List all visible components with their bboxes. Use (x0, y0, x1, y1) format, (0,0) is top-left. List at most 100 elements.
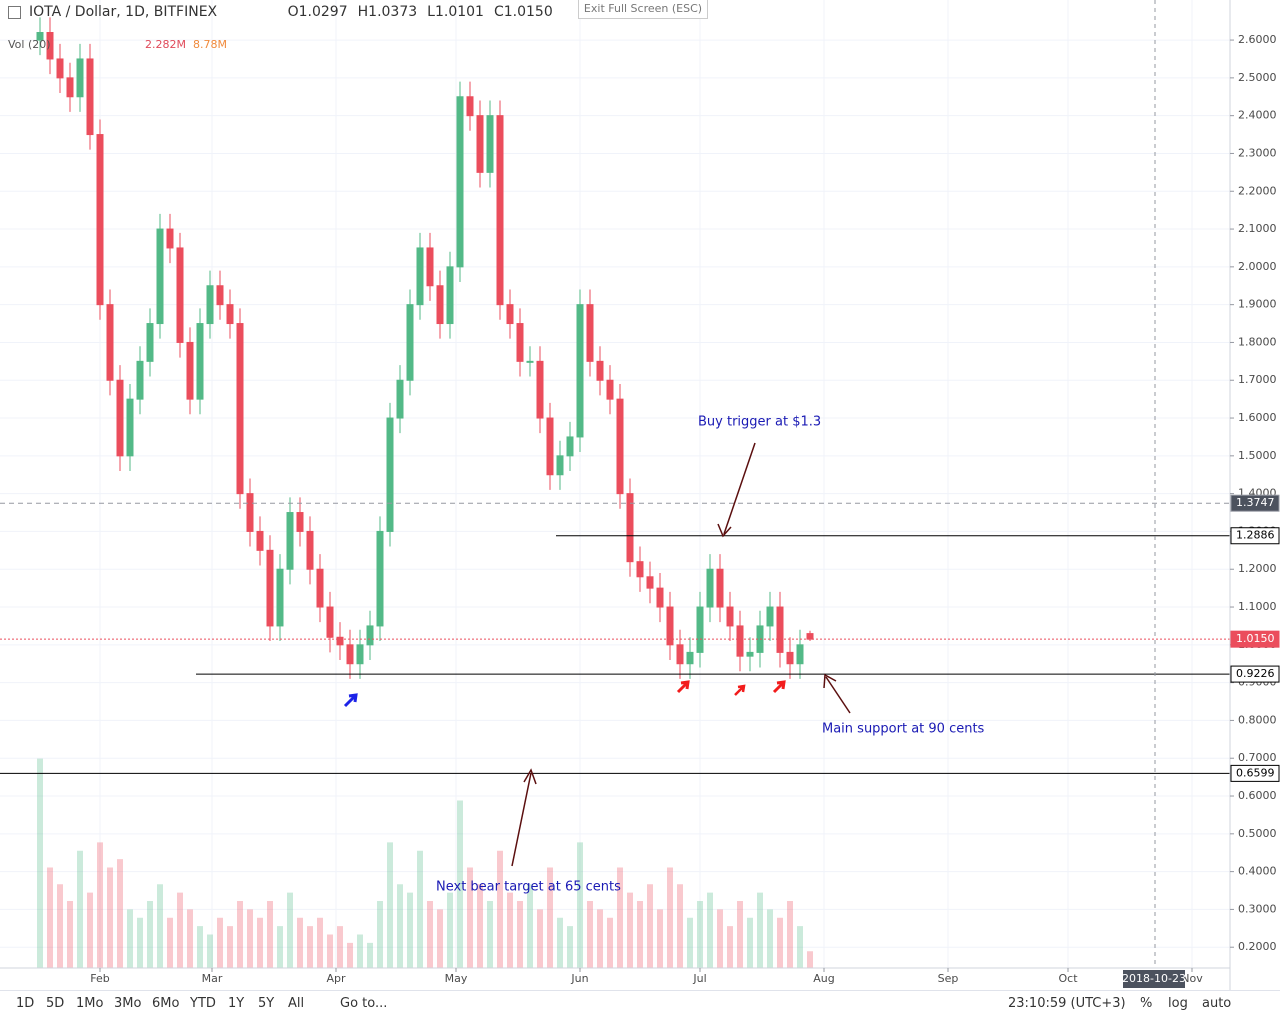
y-tick-label: 0.2000 (1238, 940, 1277, 953)
candle-body (666, 606, 674, 646)
volume-bar (37, 758, 43, 968)
y-tick-label: 0.5000 (1238, 827, 1277, 840)
price-tag-label: 0.6599 (1236, 766, 1275, 779)
volume-bar (737, 901, 743, 968)
candle-body (126, 398, 134, 457)
volume-bar (767, 909, 773, 968)
candle-body (426, 247, 434, 287)
candle-body (106, 304, 114, 381)
volume-bar (677, 884, 683, 968)
candle-body (506, 304, 514, 325)
timeframe-button[interactable]: YTD (190, 996, 216, 1011)
annotation-arrows (511, 442, 851, 867)
x-tick-label: May (445, 972, 468, 985)
x-tick-label: Jul (692, 972, 706, 985)
x-tick-label: Aug (813, 972, 834, 985)
candle-body (76, 58, 84, 98)
timeframe-button[interactable]: 5Y (258, 996, 275, 1011)
candle-body (656, 587, 664, 608)
candle-body (156, 228, 164, 325)
candle-body (266, 549, 274, 627)
candle-body (646, 576, 654, 589)
timeframe-button[interactable]: 6Mo (152, 996, 180, 1011)
price-tag (1230, 630, 1280, 648)
price-tag (1230, 665, 1280, 683)
y-tick-label: 1.2000 (1238, 562, 1277, 575)
volume-bar (467, 867, 473, 968)
exit-fullscreen[interactable]: Exit Full Screen (ESC) (578, 0, 708, 19)
volume-bar (317, 917, 323, 968)
volume-bar (777, 917, 783, 968)
volume-bar (387, 842, 393, 968)
crosshair-date-tag (1123, 970, 1185, 988)
volume-bar (707, 892, 713, 968)
candle-body (516, 323, 524, 362)
timeframe-button[interactable]: 3Mo (114, 996, 142, 1011)
ohlc-label: L (427, 4, 435, 20)
candle-body (306, 530, 314, 570)
candle-body (476, 115, 484, 173)
y-tick-label: 1.1000 (1238, 600, 1277, 613)
ohlc-value: 1.0101 (434, 4, 484, 20)
candle-body (376, 530, 384, 627)
candle-body (136, 360, 144, 400)
x-tick-label: Apr (326, 972, 346, 985)
volume-bar (197, 926, 203, 968)
y-tick-label: 0.7000 (1238, 751, 1277, 764)
candle-body (146, 323, 154, 362)
scale-option[interactable]: % (1140, 996, 1153, 1011)
scale-option[interactable]: log (1168, 996, 1188, 1011)
volume-bar (797, 926, 803, 968)
volume-bar (247, 909, 253, 968)
volume-bar (307, 926, 313, 968)
volume-bar (757, 892, 763, 968)
volume-value: 2.282M (145, 38, 186, 51)
volume-bar (567, 926, 573, 968)
candle-body (546, 417, 554, 476)
scale-option[interactable]: auto (1202, 996, 1232, 1011)
volume-bar (597, 909, 603, 968)
volume-bar (747, 917, 753, 968)
volume-bar (357, 934, 363, 968)
candle-body (466, 96, 474, 117)
timeframe-button[interactable]: 1Y (228, 996, 245, 1011)
candle-body (766, 606, 774, 627)
candle-body (406, 304, 414, 381)
volume-bar (127, 909, 133, 968)
y-tick-label: 2.1000 (1238, 222, 1277, 235)
volume-bar (647, 884, 653, 968)
header: IOTA / Dollar, 1D, BITFINEX O1.0297 H1.03… (8, 4, 553, 20)
x-tick-label: Nov (1181, 972, 1203, 985)
timeframe-button[interactable]: 1Mo (76, 996, 104, 1011)
volume-bar (287, 892, 293, 968)
candle-body (736, 625, 744, 657)
candle-body (256, 530, 264, 551)
candle-body (166, 228, 174, 249)
timeframe-button[interactable]: All (288, 996, 305, 1011)
candle-body (216, 285, 224, 306)
candle-body (236, 323, 244, 495)
volume-bar (97, 842, 103, 968)
volume-bar (477, 884, 483, 968)
candle-body (286, 512, 294, 570)
y-tick-label: 1.5000 (1238, 449, 1277, 462)
candle-body (396, 379, 404, 419)
timeframe-button[interactable]: 5D (46, 996, 65, 1011)
x-tick-label: Feb (90, 972, 109, 985)
candle-body (606, 379, 614, 400)
collapse-icon[interactable] (8, 5, 21, 19)
goto-button[interactable]: Go to... (340, 996, 388, 1011)
volume-bar (637, 901, 643, 968)
candle-body (196, 323, 204, 400)
timeframe-button[interactable]: 1D (16, 996, 35, 1011)
ohlc-label: C (493, 4, 504, 20)
candle-body (116, 379, 124, 457)
candle-body (356, 644, 364, 665)
candle-body (586, 304, 594, 362)
volume-bar (407, 892, 413, 968)
volume-bar (727, 926, 733, 968)
y-tick-label: 2.6000 (1238, 33, 1277, 46)
volume-bar (327, 934, 333, 968)
volume-bar (167, 917, 173, 968)
